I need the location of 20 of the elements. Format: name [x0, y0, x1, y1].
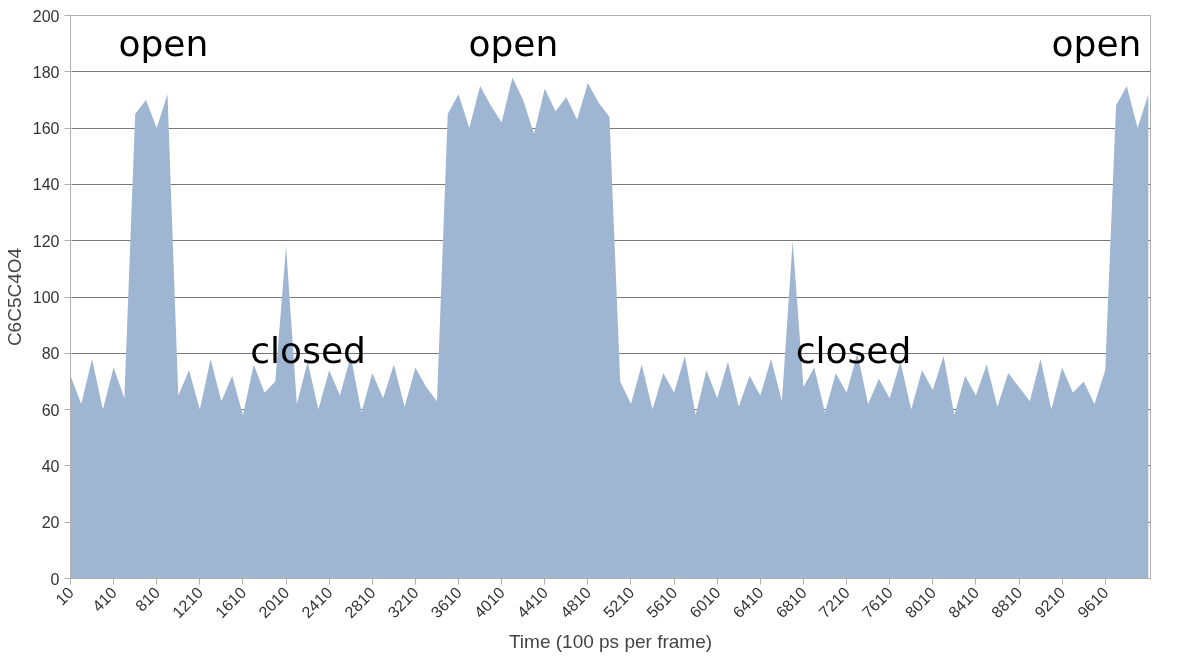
y-tick-label: 200 [32, 7, 60, 25]
x-tick-label: 810 [132, 583, 164, 615]
y-tick-label: 60 [41, 401, 60, 419]
y-tick-label: 80 [41, 345, 60, 363]
y-tick-label: 180 [32, 63, 60, 81]
y-tick-label: 100 [32, 289, 60, 306]
annotation: closed [795, 329, 912, 371]
y-tick-label: 140 [32, 176, 60, 194]
y-axis-title: C6C5C4O4 [3, 247, 25, 347]
y-tick-label: 160 [32, 120, 60, 138]
annotation: open [468, 23, 559, 65]
y-tick-label: 40 [41, 457, 60, 475]
annotation: open [1051, 23, 1142, 65]
y-tick-label: 20 [41, 514, 60, 532]
annotation: closed [250, 329, 366, 371]
x-tick-label: 410 [89, 583, 121, 615]
y-tick-label: 120 [32, 232, 60, 250]
y-tick-label: 0 [50, 570, 60, 588]
annotation: open [118, 23, 209, 65]
x-axis-title: Time (100 ps per frame) [508, 631, 713, 653]
